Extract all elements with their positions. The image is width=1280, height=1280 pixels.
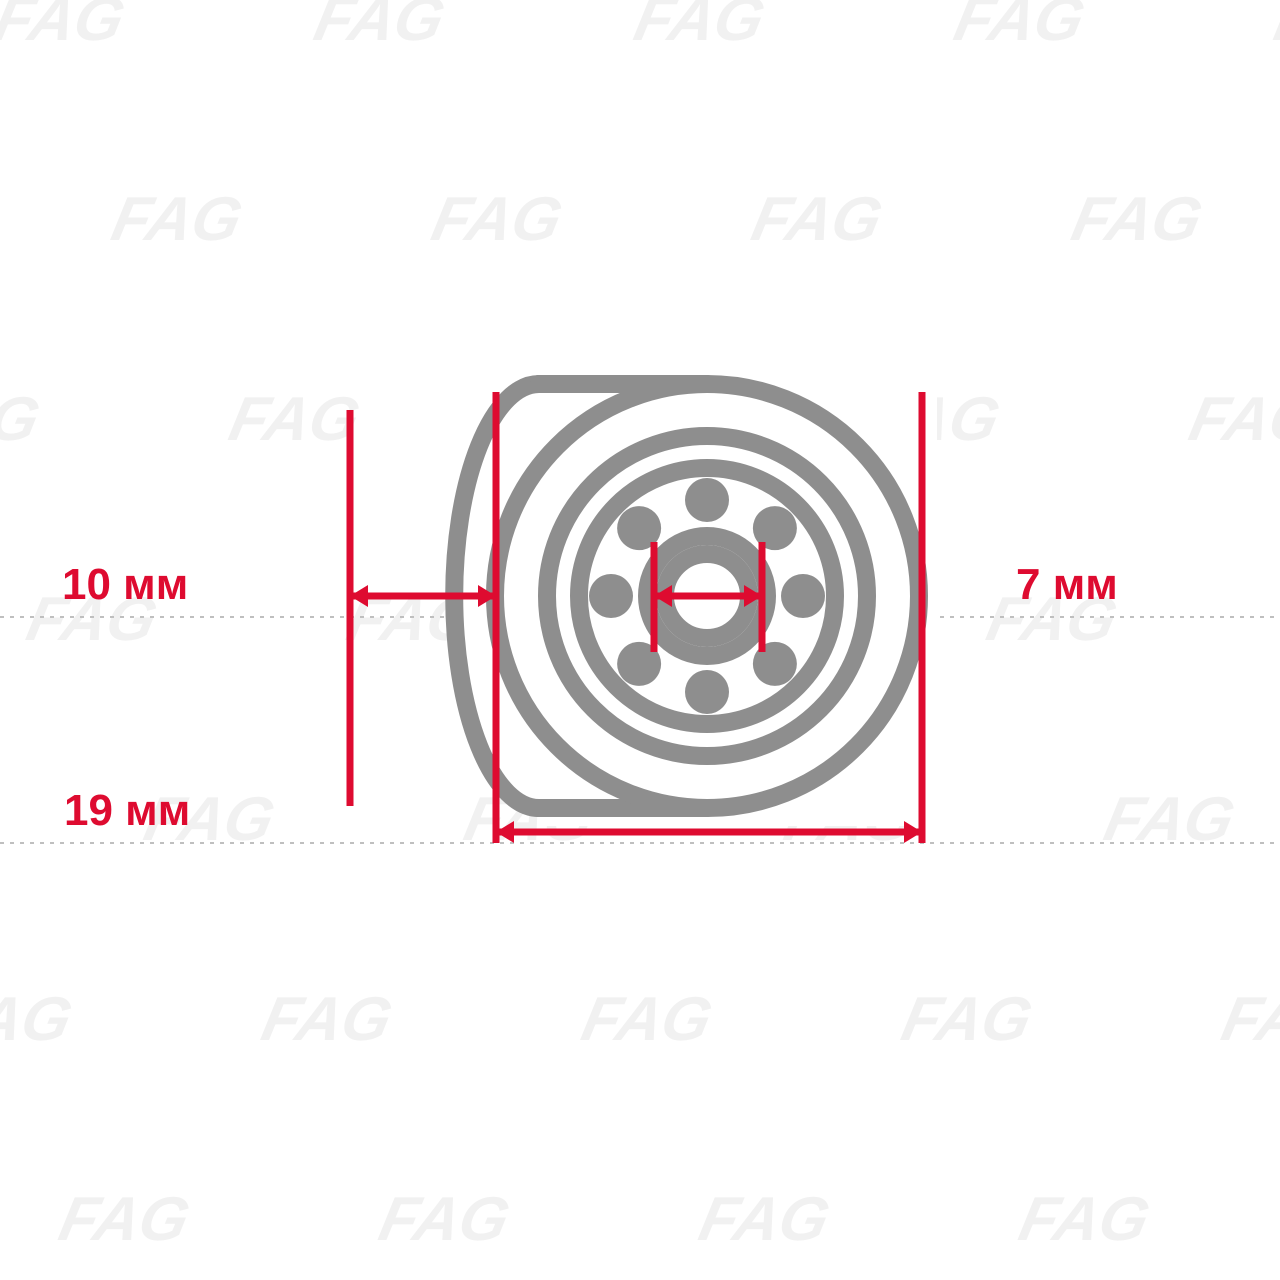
svg-text:FAG: FAG xyxy=(1269,0,1280,54)
svg-text:FAG: FAG xyxy=(896,985,1038,1054)
svg-text:FAG: FAG xyxy=(373,1185,515,1254)
svg-text:FAG: FAG xyxy=(1013,1185,1155,1254)
dimension-label-outer-diameter: 19 мм xyxy=(64,786,190,836)
svg-text:FAG: FAG xyxy=(0,385,46,454)
svg-text:FAG: FAG xyxy=(1066,185,1208,254)
svg-text:FAG: FAG xyxy=(629,0,771,54)
svg-text:FAG: FAG xyxy=(693,1185,835,1254)
diagram-svg: FAG FAG FAG FAG FAG FAG FAG FAG FAG FAG FAG FAG FAG F… xyxy=(0,0,1280,1280)
svg-text:FAG: FAG xyxy=(106,185,248,254)
svg-text:FAG: FAG xyxy=(0,0,131,54)
svg-text:FAG: FAG xyxy=(256,985,398,1054)
dimension-label-width: 10 мм xyxy=(62,560,188,610)
svg-text:FAG: FAG xyxy=(0,985,78,1054)
diagram-stage: FAG FAG FAG FAG FAG FAG FAG FAG FAG FAG FAG FAG FAG F… xyxy=(0,0,1280,1280)
dimension-label-inner-diameter: 7 мм xyxy=(1016,560,1118,610)
svg-text:FAG: FAG xyxy=(1099,785,1241,854)
svg-text:FAG: FAG xyxy=(949,0,1091,54)
svg-text:FAG: FAG xyxy=(1216,985,1280,1054)
svg-text:FAG: FAG xyxy=(309,0,451,54)
svg-text:FAG: FAG xyxy=(1184,385,1280,454)
svg-text:FAG: FAG xyxy=(224,385,366,454)
svg-text:FAG: FAG xyxy=(53,1185,195,1254)
svg-text:FAG: FAG xyxy=(746,185,888,254)
svg-text:FAG: FAG xyxy=(576,985,718,1054)
svg-text:FAG: FAG xyxy=(426,185,568,254)
